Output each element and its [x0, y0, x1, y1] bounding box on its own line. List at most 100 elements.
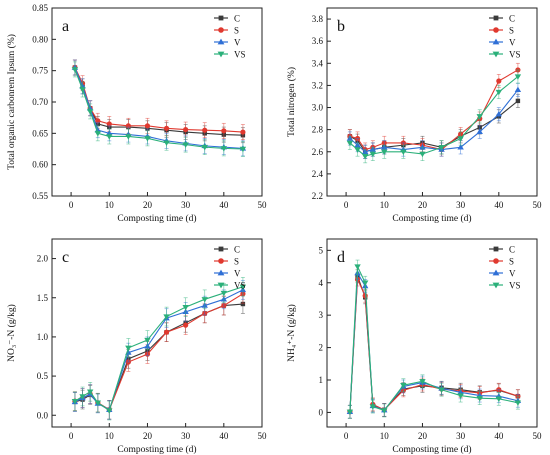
data-point-VS	[144, 136, 151, 142]
x-axis-label: Composting time (d)	[117, 444, 196, 455]
data-point-VS	[201, 144, 208, 151]
legend-label-V: V	[234, 269, 241, 279]
series-V	[346, 266, 522, 419]
series-line-VS	[349, 76, 519, 157]
legend-label-VS: VS	[509, 281, 521, 291]
data-point-C	[515, 98, 521, 104]
series-line-C	[349, 100, 519, 153]
y-tick-label: 5	[319, 245, 324, 255]
data-point-VS	[457, 393, 464, 399]
plot-frame	[326, 238, 538, 428]
x-tick-label: 20	[143, 200, 153, 210]
x-tick-label: 0	[69, 431, 74, 441]
series-S	[72, 284, 246, 420]
data-point-VS	[476, 395, 483, 402]
data-point-VS	[86, 109, 94, 115]
data-point-VS	[346, 140, 354, 147]
data-point-VS	[354, 147, 361, 153]
series-line-C	[74, 303, 243, 411]
series-line-VS	[74, 286, 244, 412]
series-line-V	[74, 67, 243, 149]
panel-label: b	[337, 18, 345, 35]
legend-marker-S	[218, 258, 224, 264]
data-point-S	[221, 128, 227, 134]
x-tick-label: 0	[344, 200, 349, 210]
x-tick-label: 30	[456, 200, 466, 210]
series-VS	[71, 61, 247, 157]
data-point-VS	[106, 408, 113, 414]
legend-marker-C	[218, 15, 224, 21]
legend-marker-V	[492, 38, 500, 45]
data-point-V	[476, 128, 483, 135]
x-tick-label: 20	[418, 200, 428, 210]
x-tick-label: 20	[418, 431, 428, 441]
legend-marker-VS	[492, 282, 500, 289]
data-point-V	[457, 144, 464, 150]
data-point-C	[240, 301, 246, 307]
data-point-VS	[354, 264, 361, 270]
y-tick-label: 1	[319, 375, 324, 385]
series-S	[72, 59, 246, 140]
x-tick-label: 20	[143, 431, 153, 441]
x-tick-label: 50	[258, 200, 268, 210]
legend-label-C: C	[234, 245, 240, 255]
y-tick-label: 0.55	[32, 191, 48, 201]
legend-label-V: V	[509, 38, 516, 48]
legend-label-V: V	[234, 38, 241, 48]
panel-label: d	[337, 249, 345, 266]
legend-marker-C	[493, 15, 499, 21]
x-tick-label: 40	[219, 200, 229, 210]
series-line-S	[349, 279, 519, 412]
y-tick-label: 3.8	[312, 14, 324, 24]
plot-frame	[326, 7, 538, 197]
y-tick-label: 3	[319, 310, 324, 320]
x-tick-label: 10	[105, 431, 115, 441]
data-point-S	[163, 329, 170, 335]
x-tick-label: 10	[380, 200, 390, 210]
legend-marker-V	[217, 38, 225, 45]
data-point-V	[419, 144, 426, 150]
y-axis-label: Total nitrogen (%)	[286, 67, 297, 137]
data-point-VS	[361, 280, 369, 286]
x-tick-label: 0	[69, 200, 74, 210]
x-tick-label: 50	[533, 200, 543, 210]
data-point-S	[240, 129, 246, 135]
data-point-VS	[86, 389, 94, 395]
data-point-VS	[163, 314, 170, 320]
x-tick-label: 10	[380, 431, 390, 441]
data-point-VS	[457, 136, 464, 142]
data-point-VS	[182, 142, 189, 148]
x-tick-label: 30	[456, 431, 466, 441]
series-line-C	[74, 67, 243, 136]
data-point-VS	[239, 284, 247, 290]
legend-marker-C	[493, 246, 499, 252]
legend-label-S: S	[234, 26, 239, 36]
data-point-VS	[163, 140, 170, 146]
data-point-VS	[400, 149, 407, 155]
x-tick-label: 40	[219, 431, 229, 441]
y-axis-label: Total organic carbonrem Ipsum (%)	[6, 34, 17, 170]
legend-marker-VS	[492, 51, 500, 58]
legend-marker-S	[218, 27, 224, 33]
x-tick-label: 0	[344, 431, 349, 441]
legend-marker-V	[492, 269, 500, 276]
chart-panel-c: 0 10 20 30 40 50 0.0 0.5 1.0 1.5 2.0 Composting tim…	[6, 238, 267, 455]
y-tick-label: 2	[319, 343, 324, 353]
series-line-S	[74, 67, 243, 133]
data-point-VS	[71, 67, 79, 73]
data-point-VS	[220, 146, 228, 152]
y-tick-label: 3.2	[312, 80, 323, 90]
data-point-VS	[514, 400, 522, 406]
y-tick-label: 0	[319, 407, 324, 417]
x-tick-label: 30	[181, 431, 191, 441]
series-line-S	[74, 293, 244, 411]
data-point-VS	[182, 304, 189, 311]
x-axis-label: Composting time (d)	[392, 213, 471, 224]
data-point-S	[183, 126, 189, 133]
legend-marker-S	[493, 258, 499, 264]
data-point-VS	[346, 409, 354, 415]
series-VS	[346, 69, 522, 164]
y-tick-label: 2.8	[312, 125, 324, 135]
legend-label-S: S	[234, 257, 239, 267]
y-tick-label: 0.70	[32, 97, 48, 107]
